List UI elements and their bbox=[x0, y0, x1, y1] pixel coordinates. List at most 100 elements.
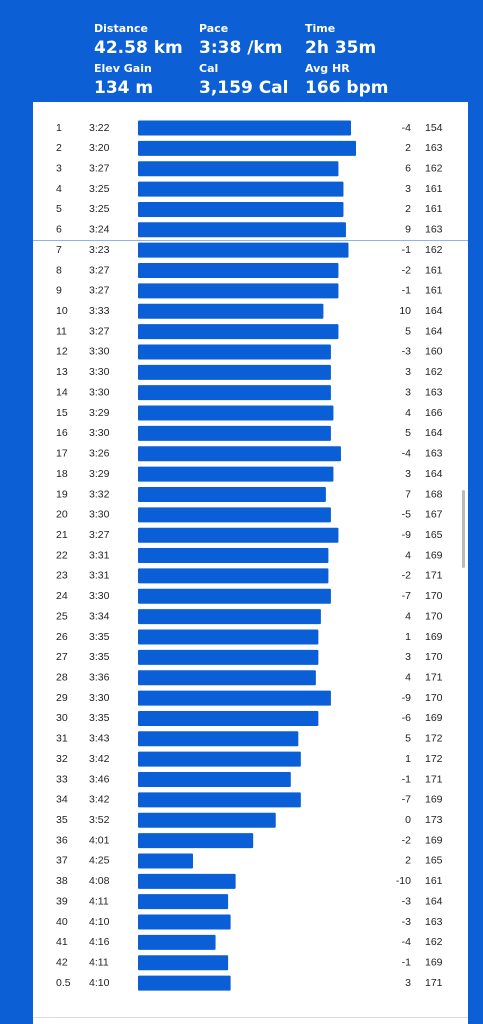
split-km: 30 bbox=[56, 712, 68, 724]
pace-bar bbox=[138, 731, 299, 747]
pace-bar bbox=[138, 934, 216, 950]
split-km: 19 bbox=[56, 488, 68, 500]
split-km: 33 bbox=[56, 773, 68, 785]
split-hr: 161 bbox=[425, 264, 443, 276]
split-hr: 171 bbox=[425, 773, 443, 785]
split-pace: 3:35 bbox=[89, 712, 110, 724]
split-hr: 172 bbox=[425, 733, 443, 745]
split-elev: 5 bbox=[405, 733, 411, 745]
split-pace: 3:30 bbox=[89, 427, 110, 439]
split-pace: 3:42 bbox=[89, 753, 110, 765]
split-km: 31 bbox=[56, 733, 68, 745]
pace-bar bbox=[138, 588, 331, 604]
pace-bar bbox=[138, 772, 291, 788]
stat-value: 3:38 /km bbox=[199, 38, 282, 58]
split-pace: 3:24 bbox=[89, 224, 110, 236]
split-hr: 161 bbox=[425, 203, 443, 215]
split-elev: 2 bbox=[405, 855, 411, 867]
split-pace: 3:36 bbox=[89, 672, 110, 684]
pace-bar bbox=[138, 507, 331, 523]
split-km: 10 bbox=[56, 305, 68, 317]
split-pace: 3:31 bbox=[89, 570, 110, 582]
stat-value: 3,159 Cal bbox=[199, 78, 288, 98]
split-elev: 1 bbox=[405, 753, 411, 765]
split-pace: 3:35 bbox=[89, 651, 110, 663]
split-hr: 163 bbox=[425, 224, 443, 236]
pace-bar bbox=[138, 385, 331, 401]
split-hr: 164 bbox=[425, 895, 443, 907]
stat-label: Avg HR bbox=[305, 62, 350, 75]
split-hr: 169 bbox=[425, 957, 443, 969]
split-hr: 164 bbox=[425, 427, 443, 439]
pace-bar bbox=[138, 914, 231, 930]
split-hr: 161 bbox=[425, 183, 443, 195]
split-hr: 162 bbox=[425, 244, 443, 256]
split-hr: 169 bbox=[425, 794, 443, 806]
split-elev: -5 bbox=[402, 509, 411, 521]
split-elev: 2 bbox=[405, 203, 411, 215]
split-elev: 4 bbox=[405, 672, 411, 684]
split-hr: 165 bbox=[425, 855, 443, 867]
split-km: 2 bbox=[56, 142, 62, 154]
split-hr: 162 bbox=[425, 163, 443, 175]
pace-bar bbox=[138, 283, 339, 299]
split-hr: 173 bbox=[425, 814, 443, 826]
pace-bar bbox=[138, 873, 236, 889]
pace-bar bbox=[138, 609, 321, 625]
split-km: 18 bbox=[56, 468, 68, 480]
split-km: 39 bbox=[56, 895, 68, 907]
split-pace: 4:11 bbox=[89, 957, 109, 969]
pace-bar bbox=[138, 527, 339, 543]
pace-bar bbox=[138, 263, 339, 279]
split-km: 15 bbox=[56, 407, 68, 419]
pace-bar bbox=[138, 690, 331, 706]
split-pace: 3:30 bbox=[89, 590, 110, 602]
split-pace: 3:25 bbox=[89, 183, 110, 195]
split-elev: 5 bbox=[405, 427, 411, 439]
pace-bar bbox=[138, 629, 319, 645]
split-elev: -4 bbox=[402, 122, 411, 134]
split-elev: -1 bbox=[402, 285, 411, 297]
split-elev: 7 bbox=[405, 488, 411, 500]
split-hr: 162 bbox=[425, 366, 443, 378]
split-elev: -4 bbox=[402, 448, 411, 460]
split-elev: 2 bbox=[405, 142, 411, 154]
split-km: 14 bbox=[56, 386, 68, 398]
split-elev: -9 bbox=[402, 529, 411, 541]
split-pace: 4:11 bbox=[89, 895, 109, 907]
split-km: 0.5 bbox=[56, 977, 71, 989]
split-km: 4 bbox=[56, 183, 62, 195]
pace-bar bbox=[138, 303, 324, 319]
split-km: 36 bbox=[56, 834, 68, 846]
split-elev: 1 bbox=[405, 631, 411, 643]
split-pace: 3:27 bbox=[89, 264, 110, 276]
pace-bar bbox=[138, 955, 229, 971]
pace-bar bbox=[138, 853, 193, 869]
split-hr: 170 bbox=[425, 590, 443, 602]
stat-label: Pace bbox=[199, 22, 228, 35]
split-hr: 169 bbox=[425, 834, 443, 846]
split-elev: 4 bbox=[405, 549, 411, 561]
split-hr: 171 bbox=[425, 672, 443, 684]
split-pace: 4:08 bbox=[89, 875, 110, 887]
split-elev: 9 bbox=[405, 224, 411, 236]
split-pace: 3:43 bbox=[89, 733, 110, 745]
split-elev: 3 bbox=[405, 651, 411, 663]
split-km: 3 bbox=[56, 163, 62, 175]
stat-value: 42.58 km bbox=[94, 38, 183, 58]
split-hr: 171 bbox=[425, 570, 443, 582]
split-pace: 3:22 bbox=[89, 122, 110, 134]
split-hr: 172 bbox=[425, 753, 443, 765]
scrollbar[interactable] bbox=[462, 490, 465, 568]
split-elev: -4 bbox=[402, 936, 411, 948]
split-km: 38 bbox=[56, 875, 68, 887]
split-km: 6 bbox=[56, 224, 62, 236]
pace-bar bbox=[138, 222, 346, 238]
split-pace: 4:10 bbox=[89, 916, 110, 928]
split-elev: 6 bbox=[405, 163, 411, 175]
pace-bar bbox=[138, 425, 331, 441]
pace-bar bbox=[138, 140, 356, 156]
